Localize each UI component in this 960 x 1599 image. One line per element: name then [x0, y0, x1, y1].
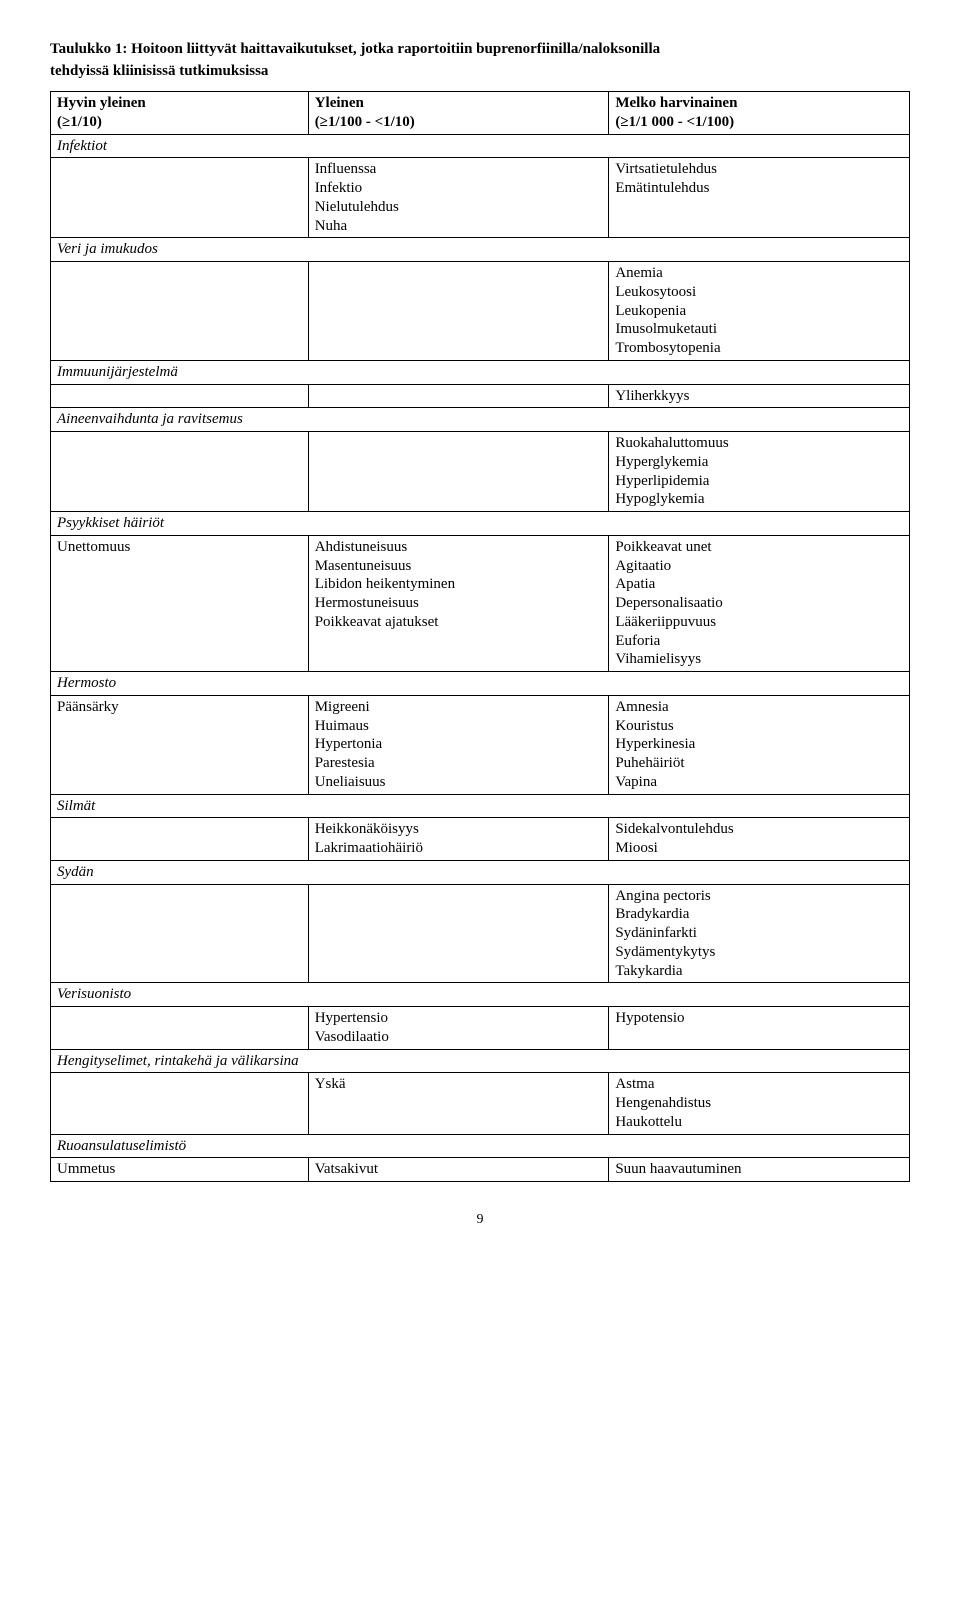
cell: HypertensioVasodilaatio: [308, 1007, 609, 1050]
table-row: Angina pectorisBradykardiaSydäninfarktiS…: [51, 884, 910, 983]
section-hermosto: Hermosto: [51, 672, 910, 696]
cell: [308, 432, 609, 512]
header-col2-a: Yleinen: [315, 95, 364, 111]
cell: Poikkeavat unetAgitaatioApatiaDepersonal…: [609, 535, 910, 671]
cell: [51, 384, 309, 408]
section-silmat: Silmät: [51, 794, 910, 818]
cell: [51, 158, 309, 238]
table-title-line2: tehdyissä kliinisissä tutkimuksissa: [50, 62, 910, 82]
table-row: AnemiaLeukosytoosiLeukopeniaImusolmuketa…: [51, 262, 910, 361]
section-veri: Veri ja imukudos: [51, 238, 910, 262]
cell: Unettomuus: [51, 535, 309, 671]
cell: RuokahaluttomuusHyperglykemiaHyperlipide…: [609, 432, 910, 512]
table-row: RuokahaluttomuusHyperglykemiaHyperlipide…: [51, 432, 910, 512]
table-row: Ummetus Vatsakivut Suun haavautuminen: [51, 1158, 910, 1182]
cell: [308, 884, 609, 983]
cell: MigreeniHuimausHypertoniaParestesiaUneli…: [308, 695, 609, 794]
cell: AhdistuneisuusMasentuneisuusLibidon heik…: [308, 535, 609, 671]
header-col3: Melko harvinainen (≥1/1 000 - <1/100): [609, 92, 910, 135]
table-header-row: Hyvin yleinen (≥1/10) Yleinen (≥1/100 - …: [51, 92, 910, 135]
section-verisuonisto: Verisuonisto: [51, 983, 910, 1007]
section-ruoansulatus: Ruoansulatuselimistö: [51, 1134, 910, 1158]
section-sydan: Sydän: [51, 860, 910, 884]
section-aineenvaihdunta: Aineenvaihdunta ja ravitsemus: [51, 408, 910, 432]
cell: [308, 262, 609, 361]
adverse-effects-table: Hyvin yleinen (≥1/10) Yleinen (≥1/100 - …: [50, 91, 910, 1182]
header-col2: Yleinen (≥1/100 - <1/10): [308, 92, 609, 135]
cell: AstmaHengenahdistusHaukottelu: [609, 1073, 910, 1134]
section-immuuni: Immuunijärjestelmä: [51, 360, 910, 384]
cell: Angina pectorisBradykardiaSydäninfarktiS…: [609, 884, 910, 983]
table-row: Yskä AstmaHengenahdistusHaukottelu: [51, 1073, 910, 1134]
section-infektiot: Infektiot: [51, 134, 910, 158]
cell: Ummetus: [51, 1158, 309, 1182]
cell: [51, 884, 309, 983]
cell: [308, 384, 609, 408]
cell: Yliherkkyys: [609, 384, 910, 408]
cell: Suun haavautuminen: [609, 1158, 910, 1182]
table-row: HypertensioVasodilaatio Hypotensio: [51, 1007, 910, 1050]
cell: [51, 262, 309, 361]
table-row: HeikkonäköisyysLakrimaatiohäiriö Sidekal…: [51, 818, 910, 861]
header-col3-b: (≥1/1 000 - <1/100): [615, 114, 734, 130]
cell: Yskä: [308, 1073, 609, 1134]
section-psyykkiset: Psyykkiset häiriöt: [51, 512, 910, 536]
table-title-line1: Taulukko 1: Hoitoon liittyvät haittavaik…: [50, 40, 910, 60]
cell: HeikkonäköisyysLakrimaatiohäiriö: [308, 818, 609, 861]
header-col2-b: (≥1/100 - <1/10): [315, 114, 415, 130]
header-col1: Hyvin yleinen (≥1/10): [51, 92, 309, 135]
cell: AmnesiaKouristusHyperkinesiaPuhehäiriötV…: [609, 695, 910, 794]
table-row: Päänsärky MigreeniHuimausHypertoniaPares…: [51, 695, 910, 794]
table-row: Unettomuus AhdistuneisuusMasentuneisuusL…: [51, 535, 910, 671]
header-col3-a: Melko harvinainen: [615, 95, 737, 111]
cell: Vatsakivut: [308, 1158, 609, 1182]
table-row: Yliherkkyys: [51, 384, 910, 408]
cell: [51, 818, 309, 861]
cell: [51, 1007, 309, 1050]
cell: Päänsärky: [51, 695, 309, 794]
header-col1-b: (≥1/10): [57, 114, 102, 130]
cell: VirtsatietulehdusEmätintulehdus: [609, 158, 910, 238]
section-hengitys: Hengityselimet, rintakehä ja välikarsina: [51, 1049, 910, 1073]
cell: InfluenssaInfektioNielutulehdusNuha: [308, 158, 609, 238]
cell: [51, 432, 309, 512]
table-row: InfluenssaInfektioNielutulehdusNuha Virt…: [51, 158, 910, 238]
page-number: 9: [50, 1212, 910, 1228]
header-col1-a: Hyvin yleinen: [57, 95, 146, 111]
cell: Hypotensio: [609, 1007, 910, 1050]
cell: SidekalvontulehdusMioosi: [609, 818, 910, 861]
cell: [51, 1073, 309, 1134]
cell: AnemiaLeukosytoosiLeukopeniaImusolmuketa…: [609, 262, 910, 361]
